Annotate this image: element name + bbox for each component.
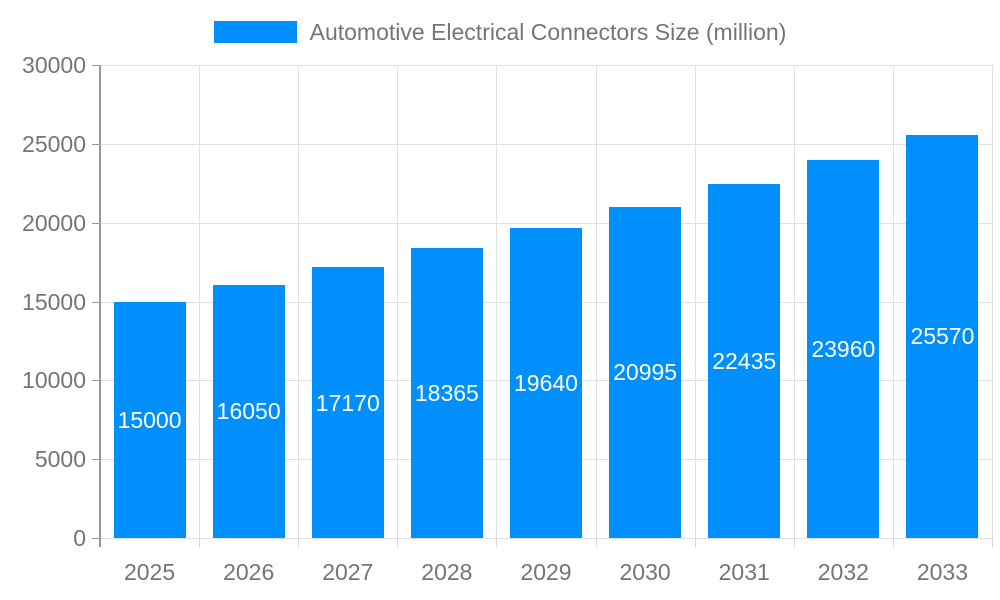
y-axis-label: 5000 <box>34 446 86 473</box>
bar-2032[interactable] <box>807 160 880 538</box>
y-axis-label: 15000 <box>22 288 86 315</box>
bar-2028[interactable] <box>410 248 483 538</box>
bar-value-label: 15000 <box>117 406 182 433</box>
bar-value-label: 16050 <box>216 398 281 425</box>
x-gridline <box>496 65 498 538</box>
bar-value-label: 19640 <box>514 370 578 397</box>
bar-2029[interactable] <box>510 228 582 538</box>
y-axis-tick <box>92 222 100 224</box>
x-gridline <box>793 65 795 538</box>
x-gridline <box>595 65 597 538</box>
x-axis-tick <box>298 538 300 547</box>
x-axis-tick <box>793 538 795 547</box>
y-gridline <box>100 538 992 539</box>
y-axis-label: 30000 <box>22 52 86 78</box>
x-axis-label: 2025 <box>123 559 176 585</box>
x-axis-tick <box>992 538 993 547</box>
x-axis-tick <box>595 538 597 547</box>
y-axis-line <box>99 65 101 547</box>
y-axis-label: 0 <box>73 525 86 551</box>
x-axis-tick <box>199 538 201 547</box>
bar-2026[interactable] <box>212 284 285 538</box>
y-axis-tick <box>92 65 100 66</box>
x-axis-label: 2030 <box>619 559 671 585</box>
x-gridline <box>694 65 696 538</box>
x-axis-tick <box>496 538 498 547</box>
bar-value-label: 18365 <box>414 380 479 407</box>
y-axis-label: 25000 <box>22 130 86 157</box>
y-gridline <box>100 222 992 224</box>
x-gridline <box>892 65 894 538</box>
x-axis-label: 2028 <box>421 559 473 585</box>
legend-swatch-icon <box>213 21 297 43</box>
bar-value-label: 23960 <box>811 336 876 363</box>
y-axis-tick <box>92 380 100 382</box>
bar-2025[interactable] <box>113 301 186 538</box>
bar-value-label: 20995 <box>613 359 678 386</box>
y-gridline <box>100 65 992 66</box>
bar-2033[interactable] <box>906 134 979 538</box>
x-axis-label: 2027 <box>322 559 374 585</box>
x-gridline <box>397 65 399 538</box>
x-axis-tick <box>397 538 399 547</box>
x-axis-tick <box>694 538 696 547</box>
x-gridline <box>992 65 993 538</box>
x-axis-tick <box>892 538 894 547</box>
y-axis-label: 20000 <box>22 209 86 236</box>
y-axis-tick <box>92 143 100 145</box>
bar-2027[interactable] <box>311 267 384 538</box>
x-axis-label: 2033 <box>916 559 969 585</box>
bar-2031[interactable] <box>708 184 781 538</box>
x-axis-label: 2029 <box>520 559 572 585</box>
legend-label: Automotive Electrical Connectors Size (m… <box>309 18 787 45</box>
bar-value-label: 17170 <box>315 389 380 416</box>
bar-2030[interactable] <box>609 206 682 538</box>
legend[interactable]: Automotive Electrical Connectors Size (m… <box>0 18 1000 46</box>
y-gridline <box>100 143 992 145</box>
x-gridline <box>199 65 201 538</box>
x-axis-label: 2032 <box>817 559 869 585</box>
bar-value-label: 25570 <box>910 323 975 350</box>
y-axis-tick <box>92 459 100 461</box>
x-axis-label: 2026 <box>223 559 275 585</box>
x-gridline <box>298 65 300 538</box>
x-axis-label: 2031 <box>718 559 770 585</box>
y-axis-tick <box>92 538 100 539</box>
y-axis-tick <box>92 301 100 303</box>
y-axis-label: 10000 <box>22 367 86 394</box>
bar-value-label: 22435 <box>712 348 777 375</box>
